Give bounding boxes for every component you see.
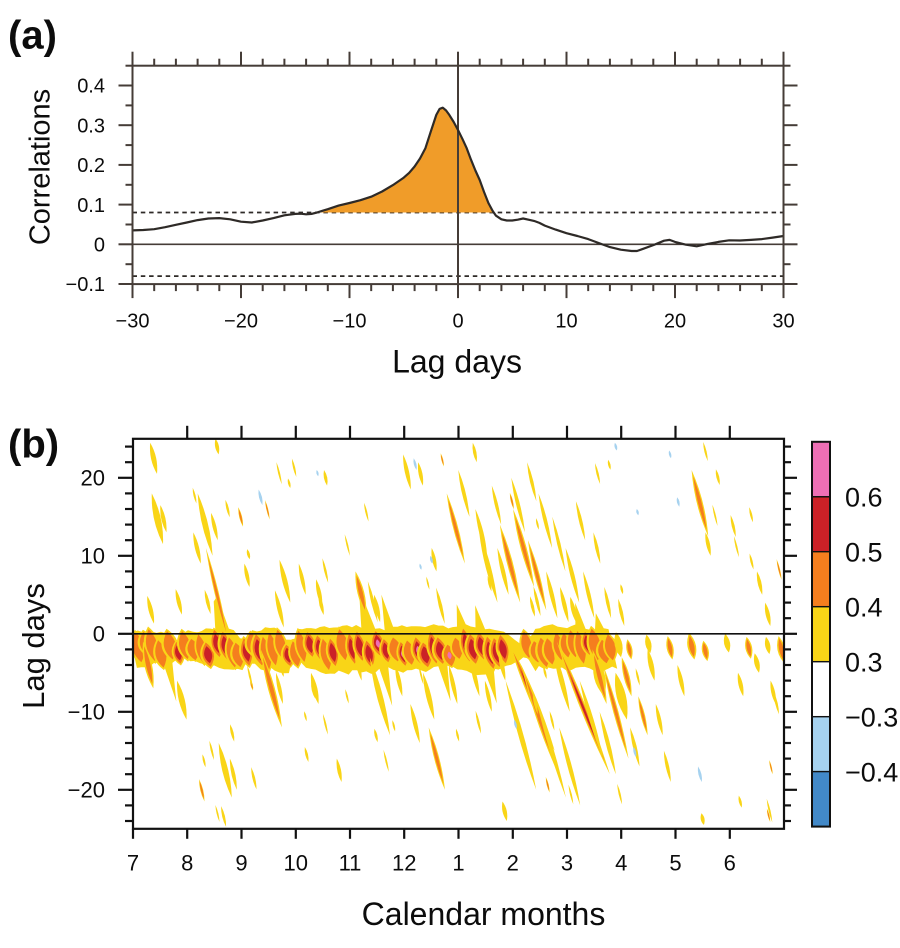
svg-text:10: 10 [81,544,105,569]
svg-text:5: 5 [669,851,681,876]
svg-text:−20: −20 [68,778,105,803]
svg-text:−0.1: −0.1 [66,274,105,296]
svg-text:Lag days: Lag days [16,583,51,709]
svg-text:0: 0 [452,311,463,333]
svg-text:0: 0 [93,622,105,647]
svg-text:0.4: 0.4 [845,592,883,622]
svg-text:3: 3 [561,851,573,876]
svg-text:0.3: 0.3 [845,647,883,677]
svg-text:12: 12 [392,851,416,876]
svg-text:0.2: 0.2 [77,155,105,177]
svg-text:0.3: 0.3 [77,115,105,137]
svg-text:4: 4 [615,851,627,876]
svg-text:0: 0 [94,235,105,257]
svg-text:−0.4: −0.4 [845,757,898,787]
svg-text:−20: −20 [224,311,258,333]
svg-text:−0.3: −0.3 [845,702,898,732]
svg-text:7: 7 [127,851,139,876]
svg-text:2: 2 [507,851,519,876]
svg-text:−10: −10 [333,311,367,333]
svg-text:10: 10 [284,851,308,876]
svg-text:20: 20 [664,311,686,333]
svg-text:11: 11 [339,851,362,876]
svg-text:10: 10 [555,311,577,333]
svg-text:(b): (b) [8,423,59,467]
svg-text:Calendar months: Calendar months [362,896,606,932]
svg-text:9: 9 [235,851,247,876]
svg-text:−10: −10 [68,700,105,725]
svg-text:20: 20 [81,466,105,491]
svg-text:Correlations: Correlations [25,89,57,245]
svg-text:(a): (a) [8,14,57,58]
svg-text:6: 6 [724,851,736,876]
svg-text:0.4: 0.4 [77,76,105,98]
svg-text:1: 1 [452,851,464,876]
svg-text:−30: −30 [116,311,150,333]
svg-text:8: 8 [181,851,193,876]
svg-text:Lag days: Lag days [392,344,522,380]
svg-text:0.6: 0.6 [845,483,883,513]
svg-text:0.1: 0.1 [77,195,105,217]
svg-text:0.5: 0.5 [845,537,883,567]
svg-text:30: 30 [772,311,794,333]
